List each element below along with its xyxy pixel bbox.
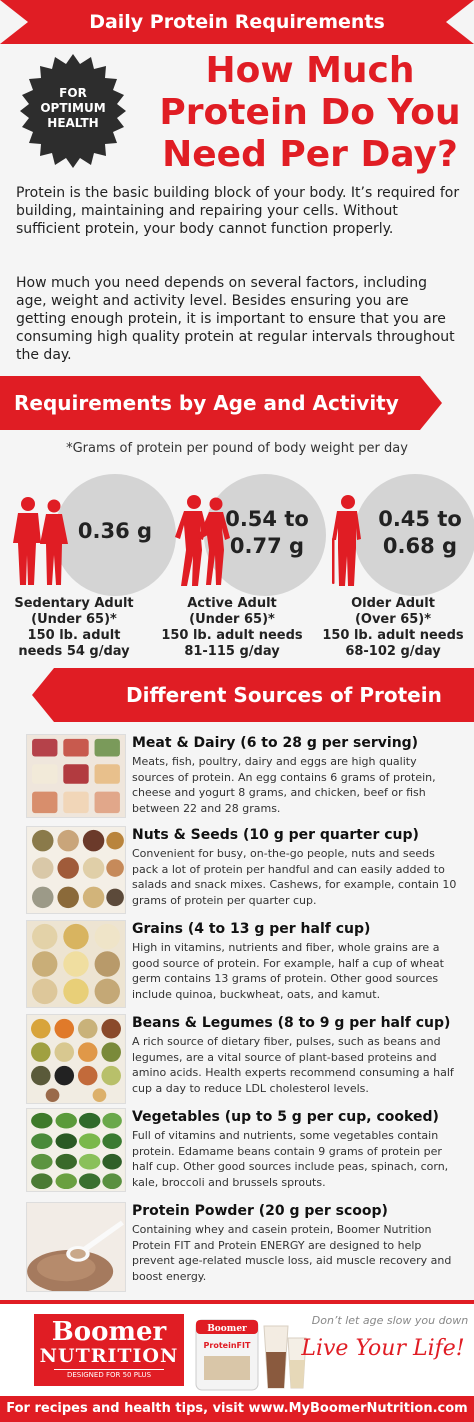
beans-legumes-image [26, 1014, 126, 1104]
older-man-icon [332, 495, 361, 586]
active-value-line-2: 0.77 g [229, 534, 305, 558]
vegetables-image [26, 1108, 126, 1192]
nuts-seeds-title: Nuts & Seeds (10 g per quarter cup) [132, 827, 419, 843]
grains-body: High in vitamins, nutrients and fiber, w… [132, 941, 444, 1001]
headline-line-3: Need Per Day? [162, 134, 458, 175]
headline-line-1: How Much [205, 50, 415, 91]
nuts-seeds-image [26, 826, 126, 914]
active-value: 0.54 to 0.77 g [212, 506, 322, 560]
protein-powder-title: Protein Powder (20 g per scoop) [132, 1203, 388, 1219]
meat-dairy-body: Meats, fish, poultry, dairy and eggs are… [132, 755, 436, 815]
brand-logo [34, 1314, 184, 1386]
active-label-2: (Under 65)* [189, 612, 275, 627]
sedentary-circle [54, 474, 176, 596]
source-meat-dairy: Meat & Dairy (6 to 28 g per serving) Mea… [22, 734, 460, 818]
source-vegetables: Vegetables (up to 5 g per cup, cooked) F… [22, 1108, 460, 1192]
older-value-line-2: 0.68 g [382, 534, 458, 558]
sedentary-label-2: (Under 65)* [31, 612, 117, 627]
older-circle [354, 474, 474, 596]
brand-slogan: Live Your Life! [301, 1336, 465, 1361]
requirements-heading: Requirements by Age and Activity [0, 376, 442, 430]
brand-logo-line-1: Boomer [51, 1317, 167, 1347]
grains-image [26, 920, 126, 1008]
brand-logo-tagline: DESIGNED FOR 50 PLUS [54, 1369, 164, 1379]
product-logo-text: Boomer [207, 1324, 247, 1334]
nuts-seeds-body: Convenient for busy, on-the-go people, n… [132, 847, 457, 907]
older-label: Older Adult (Over 65)* 150 lb. adult nee… [314, 596, 472, 660]
protein-powder-body: Containing whey and casein protein, Boom… [132, 1223, 452, 1283]
top-banner: Daily Protein Requirements [0, 0, 474, 44]
sedentary-value: 0.36 g [77, 519, 153, 543]
active-label-4: 81-115 g/day [184, 644, 280, 659]
vegetables-title: Vegetables (up to 5 g per cup, cooked) [132, 1109, 439, 1125]
brand-tagline: Don’t let age slow you down [311, 1314, 469, 1327]
headline-line-2: Protein Do You [159, 92, 461, 133]
meat-dairy-image [26, 734, 126, 818]
seal-line-3: HEALTH [47, 116, 99, 130]
banner-title: Daily Protein Requirements [36, 0, 438, 44]
main-headline: How Much Protein Do You Need Per Day? [150, 50, 470, 176]
source-nuts-seeds: Nuts & Seeds (10 g per quarter cup) Conv… [22, 826, 460, 914]
requirements-note: *Grams of protein per pound of body weig… [66, 441, 408, 456]
source-beans-legumes: Beans & Legumes (8 to 9 g per half cup) … [22, 1014, 460, 1104]
intro-paragraph-1: Protein is the basic building block of y… [16, 185, 460, 237]
footer-link-bar[interactable]: For recipes and health tips, visit www.M… [0, 1396, 474, 1422]
older-value: 0.45 to 0.68 g [362, 506, 474, 560]
older-label-4: 68-102 g/day [345, 644, 441, 659]
older-value-line-1: 0.45 to [378, 507, 462, 531]
active-label: Active Adult (Under 65)* 150 lb. adult n… [153, 596, 311, 660]
active-value-line-1: 0.54 to [225, 507, 309, 531]
sedentary-couple-icon [13, 497, 68, 585]
seal-line-2: OPTIMUM [40, 101, 106, 115]
older-label-2: (Over 65)* [354, 612, 432, 627]
brand-logo-line-2: NUTRITION [39, 1345, 179, 1367]
source-protein-powder: Protein Powder (20 g per scoop) Containi… [22, 1202, 460, 1292]
active-label-3: 150 lb. adult needs [161, 628, 303, 643]
active-label-1: Active Adult [187, 596, 277, 611]
vegetables-body: Full of vitamins and nutrients, some veg… [132, 1129, 449, 1189]
sedentary-label-1: Sedentary Adult [14, 596, 134, 611]
older-label-1: Older Adult [351, 596, 435, 611]
seal-line-1: FOR [59, 86, 87, 100]
seal-text: FOR OPTIMUM HEALTH [14, 86, 132, 131]
beans-legumes-title: Beans & Legumes (8 to 9 g per half cup) [132, 1015, 451, 1031]
beans-legumes-body: A rich source of dietary fiber, pulses, … [132, 1035, 454, 1095]
sedentary-label: Sedentary Adult (Under 65)* 150 lb. adul… [0, 596, 153, 660]
seal-badge [20, 54, 126, 168]
product-name-text: ProteinFIT [204, 1341, 251, 1350]
active-couple-icon [175, 495, 230, 586]
meat-dairy-title: Meat & Dairy (6 to 28 g per serving) [132, 735, 419, 751]
sources-heading: Different Sources of Protein [32, 668, 474, 722]
intro-paragraph-2: How much you need depends on several fac… [16, 275, 455, 363]
protein-powder-image [26, 1202, 126, 1292]
grains-title: Grains (4 to 13 g per half cup) [132, 921, 371, 937]
product-image: Boomer ProteinFIT [195, 1319, 307, 1391]
source-grains: Grains (4 to 13 g per half cup) High in … [22, 920, 460, 1008]
sedentary-label-4: needs 54 g/day [18, 644, 130, 659]
older-label-3: 150 lb. adult needs [322, 628, 464, 643]
sedentary-label-3: 150 lb. adult [27, 628, 121, 643]
